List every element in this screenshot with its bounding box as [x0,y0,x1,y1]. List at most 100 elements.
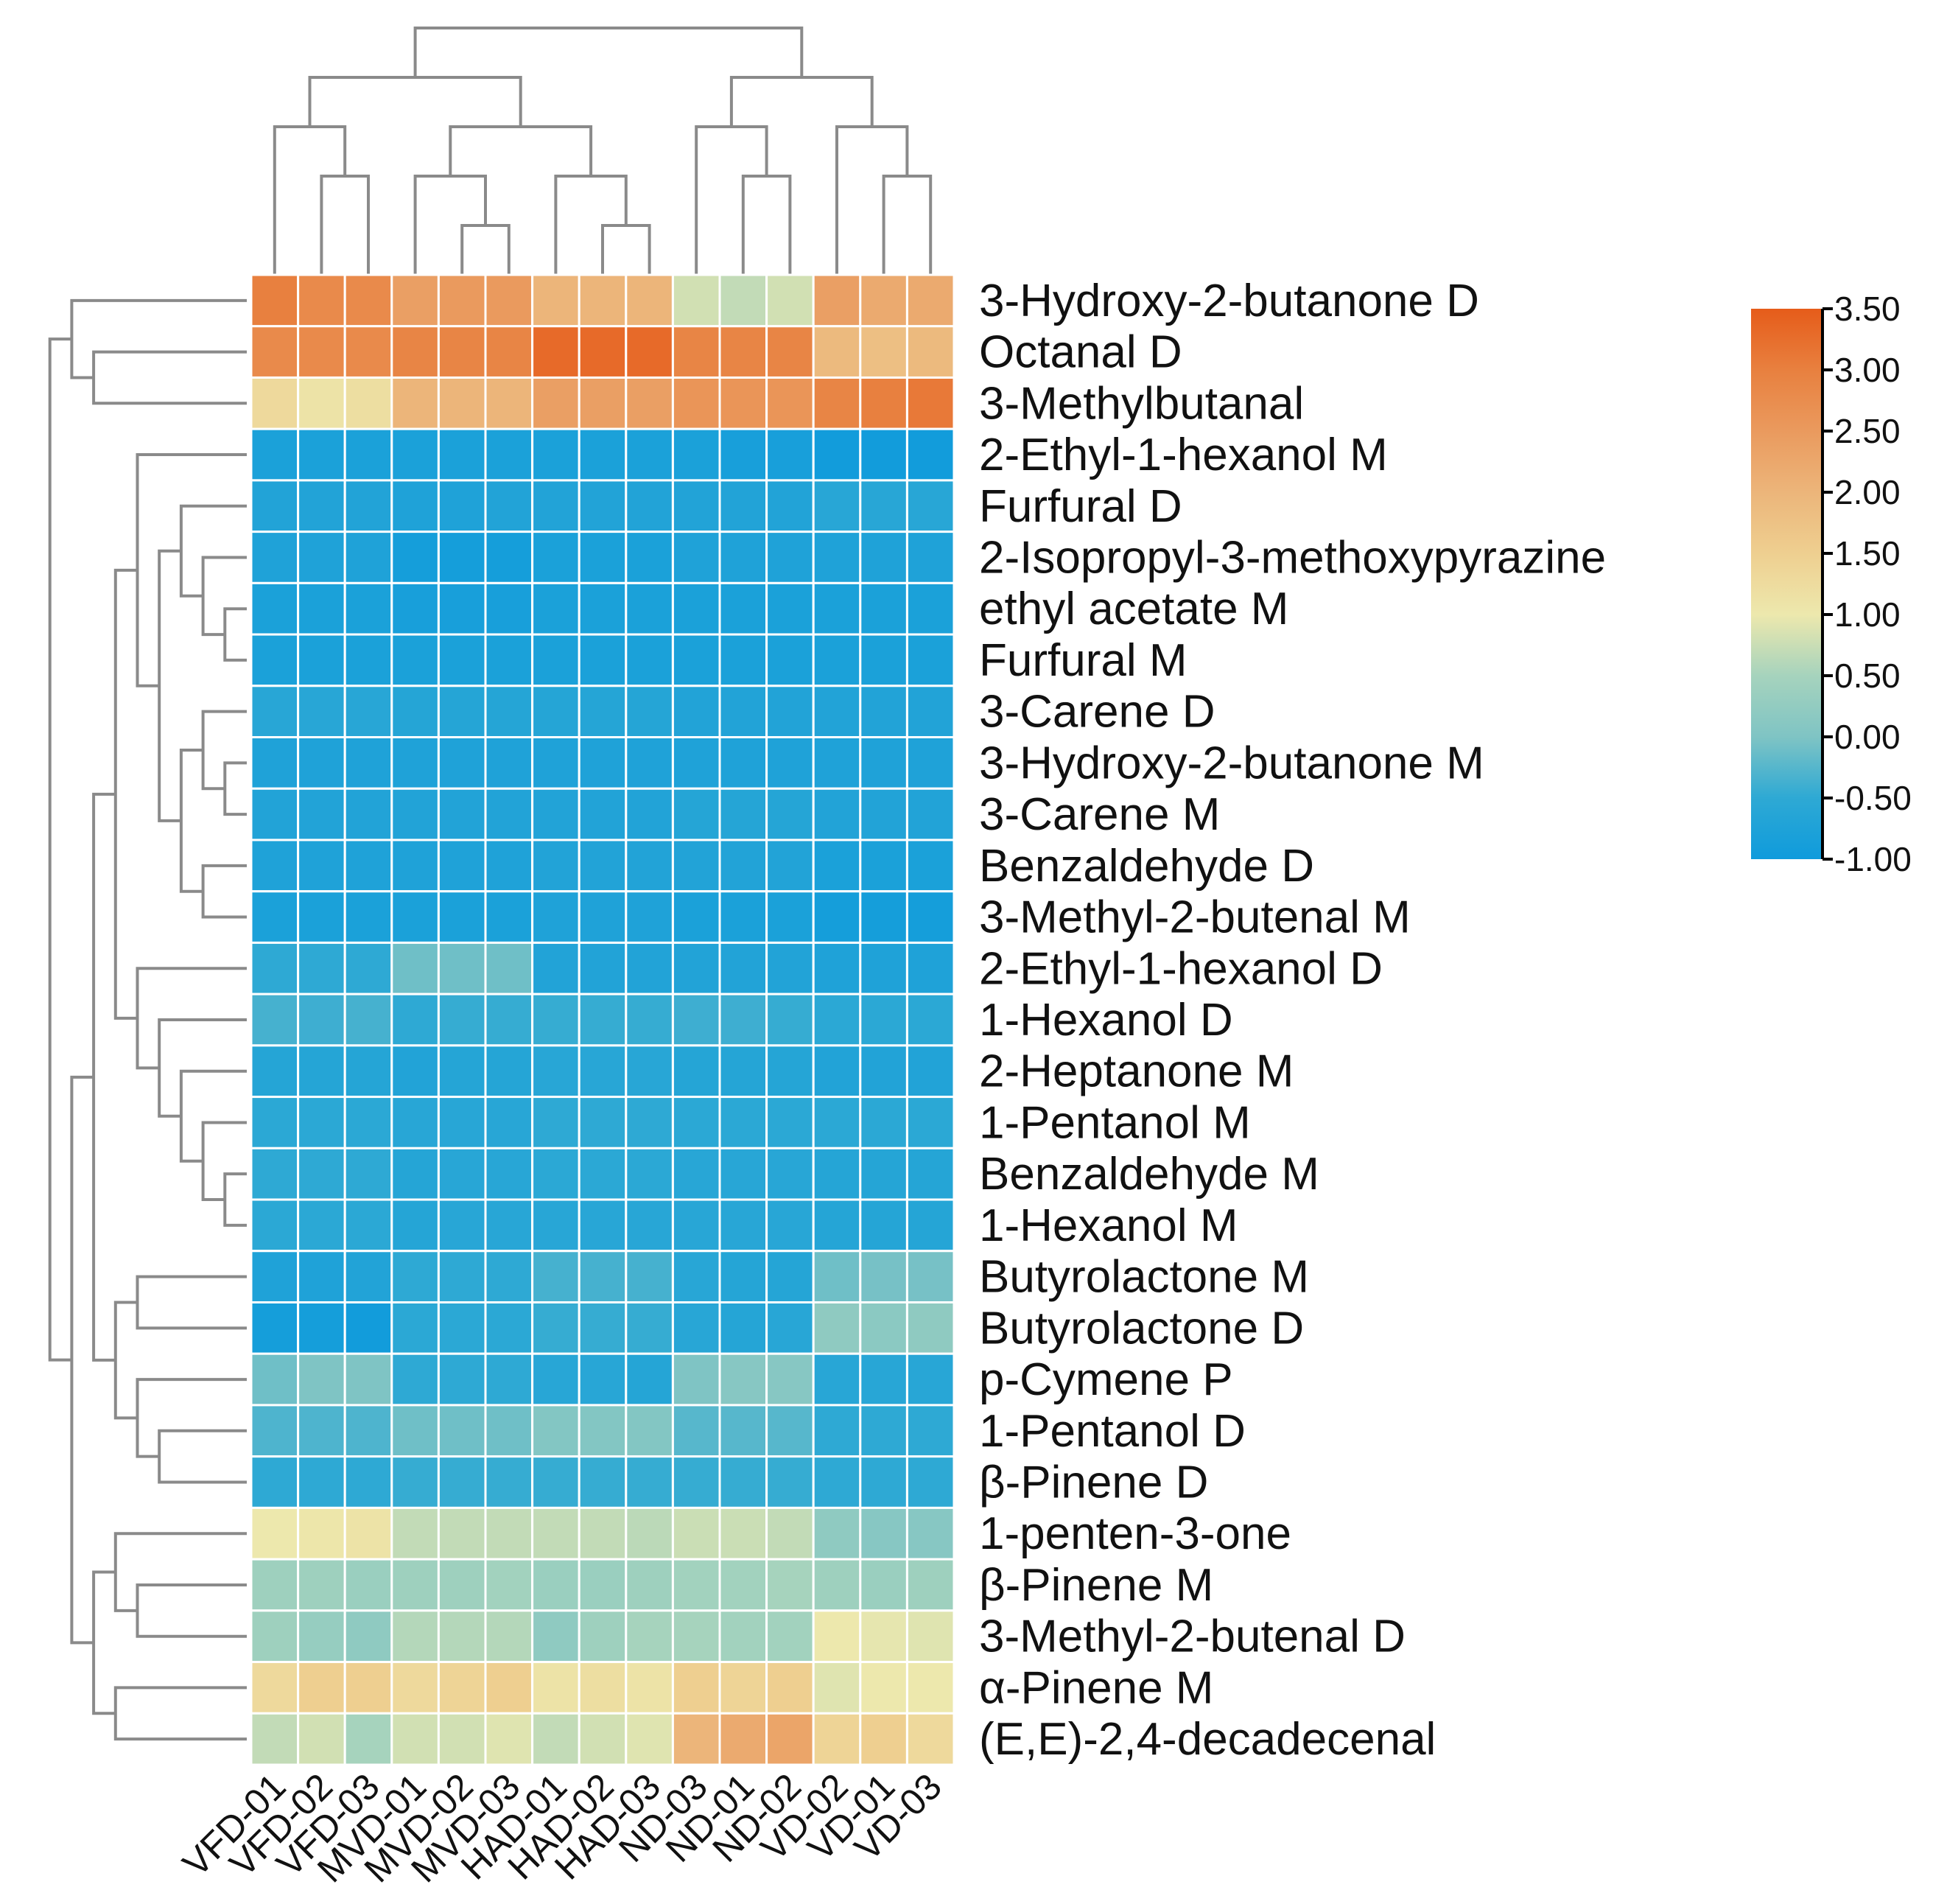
heatmap-cell [765,1147,815,1201]
heatmap-cell [625,479,674,533]
heatmap-cell [437,1506,487,1561]
heatmap-cell [250,1096,300,1149]
heatmap-cell [905,1506,955,1561]
row-label: (E,E)-2,4-decadecenal [979,1714,1436,1765]
heatmap-cell [390,685,440,739]
heatmap-cell [812,1250,862,1303]
row-label: 3-Carene D [979,687,1215,738]
heatmap-cell [718,1301,768,1355]
heatmap-cell [578,376,628,430]
heatmap-cell [390,839,440,893]
heatmap-cell [531,479,580,533]
row-label: 3-Methyl-2-butenal D [979,1611,1406,1662]
heatmap-cell [578,993,628,1047]
dendrogram-branch [223,1172,247,1227]
heatmap-cell [905,1044,955,1099]
heatmap-cell [578,581,628,636]
dendrogram-branch [92,792,116,1362]
heatmap-cell [859,736,908,790]
heatmap-cell [437,993,487,1047]
heatmap-cell [343,1044,393,1099]
heatmap-cell [437,1352,487,1407]
heatmap-cell [484,1044,534,1099]
heatmap-cell [531,531,580,584]
row-label: 1-Pentanol D [979,1406,1246,1457]
heatmap-cell [437,1250,487,1303]
heatmap-cell [390,1301,440,1355]
heatmap-cell [671,325,721,379]
heatmap-cell [625,736,674,790]
heatmap-cell [765,376,815,430]
heatmap-cell [765,1609,815,1664]
dendrogram-branch [136,1275,247,1330]
heatmap-cell [343,1506,393,1561]
heatmap-cell [531,1352,580,1407]
heatmap-cell [250,1044,300,1099]
heatmap-cell [484,1301,534,1355]
heatmap-cell [484,581,534,636]
heatmap-cell [390,1558,440,1612]
row-label: β-Pinene D [979,1457,1208,1508]
heatmap-cell [484,633,534,687]
heatmap-cell [531,1455,580,1509]
heatmap-cell [765,1044,815,1099]
heatmap-cell [343,479,393,533]
colorbar-tick-label: 2.50 [1834,412,1901,450]
heatmap-cell [625,633,674,687]
heatmap-cell [390,325,440,379]
heatmap-cell [812,685,862,739]
heatmap-cell [343,1609,393,1664]
heatmap-cell [765,1198,815,1253]
colorbar-tick-label: 3.00 [1834,351,1901,389]
heatmap-cell [343,1455,393,1509]
heatmap-cell [859,1455,908,1509]
heatmap-cell [812,1712,862,1766]
heatmap-cell [390,1352,440,1407]
heatmap-cell [484,1250,534,1303]
heatmap-cell [859,1558,908,1612]
heatmap-cell [578,941,628,995]
row-label: 2-Isopropyl-3-methoxypyrazine [979,532,1606,583]
heatmap-cell [437,941,487,995]
heatmap-cell [250,273,300,328]
heatmap-cell [578,1661,628,1715]
heatmap-cell [343,1712,393,1766]
heatmap-cell [905,581,955,636]
heatmap-cell [531,427,580,482]
heatmap-cell [859,1198,908,1253]
row-label: 1-Hexanol M [979,1200,1238,1251]
dendrogram-branch [70,1075,94,1645]
heatmap-cell [297,1404,346,1458]
heatmap-cell [859,581,908,636]
heatmap-cell [671,941,721,995]
heatmap-cell [718,1661,768,1715]
dendrogram-branch [158,549,181,822]
heatmap-cell [250,1712,300,1766]
heatmap-cell [484,1558,534,1612]
heatmap-cell [905,325,955,379]
heatmap-cell [718,1506,768,1561]
heatmap-cell [390,1044,440,1099]
heatmap-cell [531,1250,580,1303]
heatmap-cell [437,1455,487,1509]
heatmap-cell [297,890,346,944]
colorbar: 3.50 3.00 2.50 2.00 1.50 1.00 0.50 0.00 -0.50 -1.… [1751,290,1912,878]
heatmap-cell [484,941,534,995]
colorbar-tick-label: 0.00 [1834,718,1901,756]
heatmap-cell [484,787,534,841]
heatmap-cell [437,1558,487,1612]
row-label: Furfural D [979,481,1182,532]
heatmap-cell [250,993,300,1047]
heatmap-cell [859,993,908,1047]
heatmap-cell [671,273,721,328]
heatmap-cell [905,1455,955,1509]
heatmap-cell [343,1558,393,1612]
heatmap-cell [765,581,815,636]
heatmap-cell [812,1558,862,1612]
dendrogram-branch [113,1686,247,1741]
heatmap-cell [250,787,300,841]
column-dendrogram [273,27,933,275]
heatmap-cell [718,1558,768,1612]
heatmap-cell [578,1455,628,1509]
row-label: Benzaldehyde M [979,1149,1319,1200]
